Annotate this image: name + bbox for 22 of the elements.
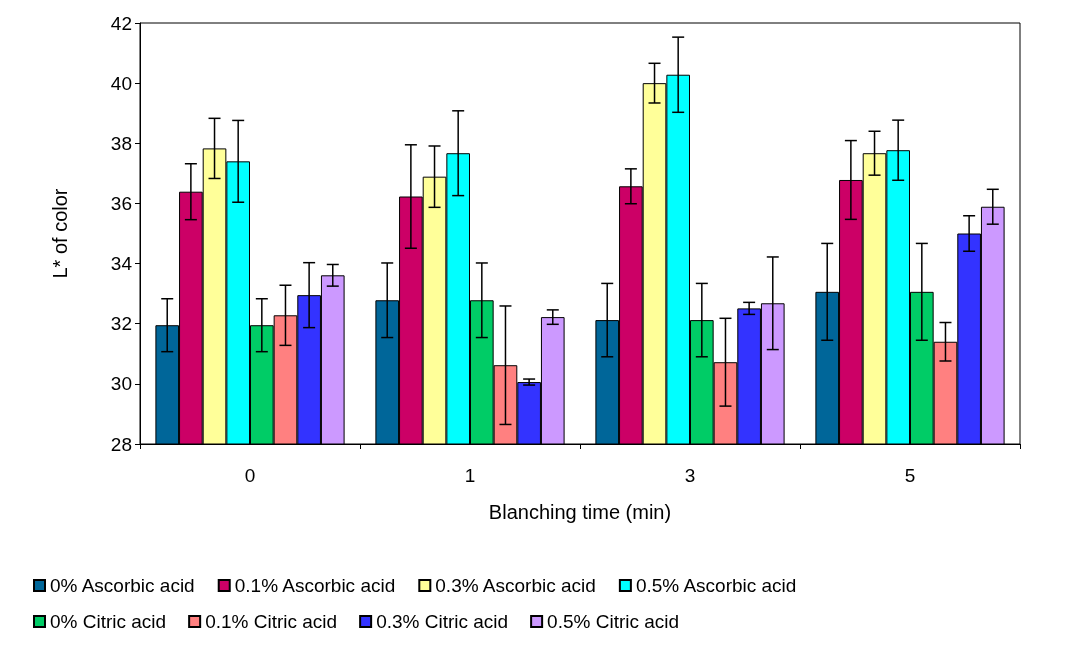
y-tick-label: 40 <box>110 72 132 94</box>
x-tick-label: 1 <box>464 465 476 486</box>
legend-label: 0.1% Ascorbic acid <box>234 575 396 596</box>
y-tick-label: 32 <box>110 313 132 335</box>
legend-label: 0.5% Citric acid <box>547 611 680 632</box>
x-tick-label: 3 <box>684 465 696 486</box>
y-tick-label: 36 <box>110 192 132 214</box>
y-tick-label: 42 <box>110 12 132 34</box>
x-axis-title: Blanching time (min) <box>488 501 672 523</box>
legend-label: 0.3% Citric acid <box>376 611 509 632</box>
legend-label: 0.5% Ascorbic acid <box>635 575 797 596</box>
legend-label: 0% Ascorbic acid <box>50 575 195 596</box>
y-tick-label: 30 <box>110 373 132 395</box>
y-tick-label: 34 <box>110 253 133 275</box>
x-tick-label: 0 <box>244 465 256 486</box>
legend-label: 0.1% Citric acid <box>205 611 338 632</box>
x-tick-label: 5 <box>904 465 916 486</box>
legend-label: 0% Citric acid <box>50 611 167 632</box>
legend-label: 0.3% Ascorbic acid <box>435 575 596 596</box>
y-axis-title: L* of color <box>49 188 71 279</box>
y-tick-label: 28 <box>110 433 132 455</box>
y-tick-label: 38 <box>110 132 132 154</box>
